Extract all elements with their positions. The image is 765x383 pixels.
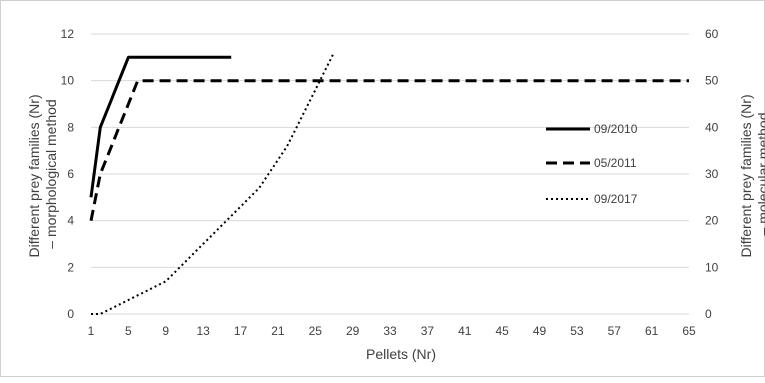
x-tick-9: 37	[421, 324, 435, 338]
left-y-axis-title-line1: Different prey families (Nr)	[26, 94, 42, 257]
right-y-tick-2: 20	[705, 214, 719, 228]
x-tick-15: 61	[645, 324, 659, 338]
x-tick-10: 41	[458, 324, 472, 338]
legend-label-09-2017: 09/2017	[594, 192, 638, 206]
legend-label-05-2011: 05/2011	[594, 156, 637, 170]
left-y-axis-title-line2: – morphological method	[43, 99, 59, 248]
series-layer	[89, 52, 689, 315]
legend-label-09-2010: 09/2010	[594, 122, 638, 136]
x-tick-14: 57	[608, 324, 622, 338]
right-y-axis-title-line1: Different prey families (Nr)	[738, 94, 754, 257]
x-tick-0: 1	[88, 324, 95, 338]
right-y-tick-5: 50	[705, 74, 719, 88]
left-y-axis-title: Different prey families (Nr) – morpholog…	[26, 90, 59, 257]
x-tick-labels: 1 5 9 13 17 21 25 29 33 37 41 45 49 53 57 61 65	[88, 324, 696, 338]
series-line-09-2010	[89, 55, 232, 198]
x-tick-4: 17	[234, 324, 248, 338]
right-y-axis-title-line2: – molecular method	[755, 113, 765, 236]
left-y-tick-labels: 0 2 4 6 8 10 12	[61, 27, 75, 321]
grid	[91, 33, 689, 315]
x-tick-12: 49	[533, 324, 547, 338]
right-y-tick-4: 40	[705, 120, 719, 134]
x-tick-2: 9	[162, 324, 169, 338]
left-y-tick-0: 0	[67, 307, 74, 321]
right-y-tick-labels: 0 10 20 30 40 50 60	[705, 27, 719, 321]
right-y-tick-0: 0	[705, 307, 712, 321]
right-y-tick-1: 10	[705, 260, 719, 274]
x-tick-8: 33	[383, 324, 397, 338]
x-tick-13: 53	[570, 324, 584, 338]
x-tick-3: 13	[196, 324, 210, 338]
x-tick-7: 29	[346, 324, 360, 338]
legend: 09/2010 05/2011 09/2017	[546, 122, 638, 206]
x-tick-6: 25	[309, 324, 323, 338]
series-line-09-2017	[91, 52, 335, 315]
x-tick-11: 45	[495, 324, 509, 338]
x-tick-1: 5	[125, 324, 132, 338]
left-y-tick-6: 12	[61, 27, 75, 41]
x-axis-title: Pellets (Nr)	[366, 346, 436, 362]
series-line-05-2011	[89, 79, 689, 221]
left-y-tick-2: 4	[67, 214, 74, 228]
left-y-tick-3: 6	[67, 167, 74, 181]
right-y-axis-title: Different prey families (Nr) – molecular…	[738, 90, 765, 257]
x-tick-16: 65	[682, 324, 696, 338]
right-y-tick-6: 60	[705, 27, 719, 41]
left-y-tick-1: 2	[67, 260, 74, 274]
right-y-tick-3: 30	[705, 167, 719, 181]
left-y-tick-5: 10	[61, 74, 75, 88]
x-tick-5: 21	[271, 324, 285, 338]
left-y-tick-4: 8	[67, 120, 74, 134]
